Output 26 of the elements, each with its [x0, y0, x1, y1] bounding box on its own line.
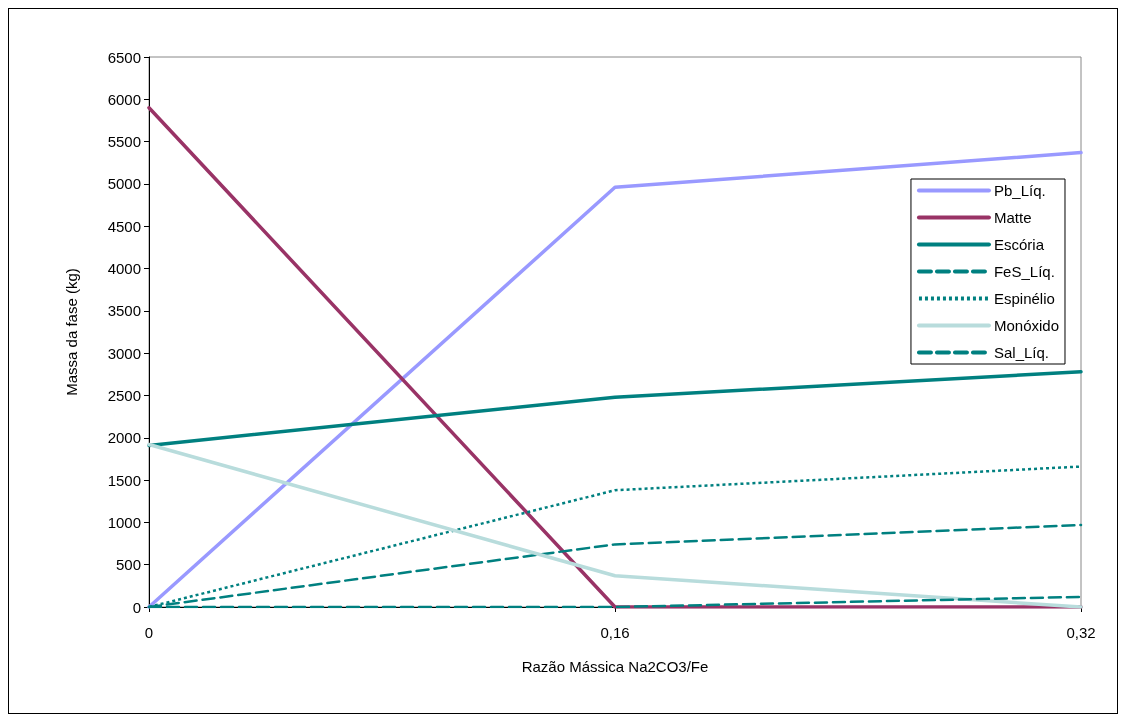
legend-label: FeS_Líq.	[993, 263, 1055, 280]
y-tick-label: 4500	[107, 217, 141, 235]
x-tick-label: 0	[144, 624, 154, 641]
y-tick-label: 1500	[107, 471, 141, 489]
y-tick-label: 0	[132, 598, 141, 616]
legend-label: Sal_Líq.	[993, 344, 1050, 361]
y-tick-label: 5500	[107, 133, 141, 151]
y-tick-label: 6000	[107, 90, 141, 108]
y-axis-title: Massa da fase (kg)	[63, 268, 80, 396]
legend-label: Pb_Líq.	[993, 182, 1046, 199]
y-tick-label: 3000	[107, 344, 141, 362]
x-axis-title: Razão Mássica Na2CO3/Fe	[521, 658, 709, 675]
y-tick-label: 2000	[107, 429, 141, 447]
y-tick-label: 500	[115, 556, 141, 574]
y-tick-label: 5000	[107, 175, 141, 193]
legend-label: Monóxido	[993, 317, 1060, 334]
legend-label: Espinélio	[993, 290, 1055, 307]
y-tick-label: 2500	[107, 386, 141, 404]
y-tick-label: 3500	[107, 302, 141, 320]
legend-label: Matte	[993, 209, 1032, 226]
y-tick-label: 4000	[107, 260, 141, 278]
legend-label: Escória	[993, 236, 1045, 253]
x-tick-label: 0,32	[1066, 624, 1096, 641]
x-tick-label: 0,16	[600, 624, 630, 641]
y-tick-label: 1000	[107, 513, 141, 531]
y-tick-label: 6500	[107, 48, 141, 66]
